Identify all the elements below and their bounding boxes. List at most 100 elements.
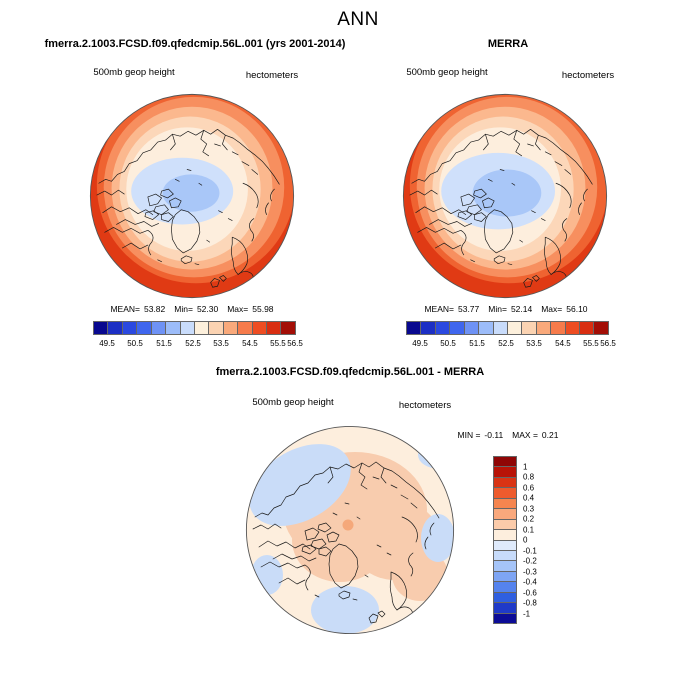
obs-panel-title: MERRA <box>487 38 529 50</box>
season-title: ANN <box>337 9 379 30</box>
max-label: Max= <box>227 304 249 314</box>
max-value: 56.10 <box>566 304 588 314</box>
max-label: Max= <box>541 304 563 314</box>
colorbar-tick-label: 0 <box>523 535 528 545</box>
colorbar-tick-label: -0.3 <box>523 567 537 576</box>
colorbar-tick-label: -1 <box>523 609 531 618</box>
diff-colorbar-ticks: 1 0.8 0.6 0.4 0.3 0.2 0.1 0 -0.1 -0.2 -0.3 -0.4 -0.6… <box>523 456 549 624</box>
colorbar-segment <box>494 519 516 531</box>
colorbar-segment <box>494 571 516 583</box>
model-stats: MEAN= 53.82 Min= 52.30 Max= 55.98 <box>110 304 273 314</box>
colorbar-segment <box>407 322 422 334</box>
colorbar-segment <box>494 477 516 489</box>
max-value: 55.98 <box>252 304 274 314</box>
colorbar-segment <box>494 603 516 614</box>
colorbar-segment <box>209 322 224 334</box>
colorbar-tick-label: 53.5 <box>526 339 542 348</box>
colorbar-segment <box>267 322 282 334</box>
colorbar-segment <box>494 457 516 468</box>
colorbar-tick-label: 51.5 <box>469 339 485 348</box>
colorbar-segment <box>281 322 295 334</box>
colorbar-segment <box>493 322 508 334</box>
colorbar-segment <box>580 322 595 334</box>
colorbar-segment <box>494 498 516 510</box>
diff-stats: MIN = -0.11 MAX = 0.21 <box>458 430 559 440</box>
model-colorbar-ticks: 49.5 50.5 51.5 52.5 53.5 54.5 55.5 56.5 <box>93 339 303 349</box>
model-colorbar <box>93 321 296 335</box>
colorbar-segment <box>494 467 516 478</box>
colorbar-segment <box>166 322 181 334</box>
colorbar-segment <box>151 322 167 334</box>
colorbar-tick-label: -0.6 <box>523 588 537 597</box>
colorbar-tick-label: 0.4 <box>523 493 535 503</box>
diff-panel-title: fmerra.2.1003.FCSD.f09.qfedcmip.56L.001 … <box>215 366 485 378</box>
colorbar-tick-label: 54.5 <box>555 339 571 348</box>
colorbar-segment <box>536 322 552 334</box>
diff-field-label: 500mb geop height <box>252 397 334 408</box>
diff-units-label: hectometers <box>398 400 452 411</box>
mean-label: MEAN= <box>424 304 454 314</box>
colorbar-tick-label: -0.4 <box>523 577 537 587</box>
obs-units-label: hectometers <box>561 70 615 81</box>
mean-label: MEAN= <box>110 304 140 314</box>
colorbar-segment <box>494 488 516 499</box>
colorbar-segment <box>494 550 516 562</box>
min-label: Min= <box>488 304 507 314</box>
colorbar-tick-label: 0.3 <box>523 504 535 513</box>
colorbar-segment <box>494 613 516 623</box>
colorbar-tick-label: 0.2 <box>523 514 535 524</box>
min-value: 52.14 <box>510 304 533 314</box>
colorbar-segment <box>522 322 537 334</box>
colorbar-tick-label: 49.5 <box>412 339 428 348</box>
colorbar-tick-label: 51.5 <box>156 339 172 348</box>
model-units-label: hectometers <box>245 70 299 81</box>
min-value: 52.30 <box>196 304 219 314</box>
colorbar-segment <box>194 322 210 334</box>
colorbar-segment <box>594 322 608 334</box>
colorbar-segment <box>494 530 516 541</box>
colorbar-segment <box>494 540 516 551</box>
model-map <box>89 93 295 299</box>
diff-map <box>245 425 455 635</box>
colorbar-segment <box>494 582 516 593</box>
colorbar-segment <box>223 322 239 334</box>
min-label: Min= <box>174 304 193 314</box>
colorbar-tick-label: 55.5 <box>583 339 599 348</box>
obs-colorbar-ticks: 49.5 50.5 51.5 52.5 53.5 54.5 55.5 56.5 <box>406 339 616 349</box>
min-label: MIN = <box>457 430 481 440</box>
min-value: -0.11 <box>484 430 504 440</box>
obs-colorbar <box>406 321 609 335</box>
colorbar-segment <box>252 322 268 334</box>
colorbar-segment <box>507 322 523 334</box>
colorbar-segment <box>479 322 494 334</box>
colorbar-tick-label: 0.8 <box>523 472 535 482</box>
diff-colorbar <box>493 456 517 624</box>
colorbar-tick-label: 52.5 <box>185 339 201 348</box>
model-field-label: 500mb geop height <box>93 67 175 78</box>
colorbar-segment <box>108 322 123 334</box>
colorbar-segment <box>494 509 516 520</box>
colorbar-tick-label: 53.5 <box>213 339 229 348</box>
colorbar-tick-label: -0.8 <box>523 598 537 608</box>
colorbar-segment <box>464 322 480 334</box>
colorbar-segment <box>494 592 516 604</box>
colorbar-segment <box>450 322 465 334</box>
colorbar-tick-label: 49.5 <box>99 339 115 348</box>
model-panel-title: fmerra.2.1003.FCSD.f09.qfedcmip.56L.001 … <box>44 38 346 50</box>
colorbar-tick-label: 56.5 <box>600 339 616 348</box>
colorbar-tick-label: 50.5 <box>440 339 456 348</box>
obs-map <box>402 93 608 299</box>
colorbar-segment <box>180 322 195 334</box>
colorbar-tick-label: 0.1 <box>523 525 535 534</box>
obs-stats: MEAN= 53.77 Min= 52.14 Max= 56.10 <box>424 304 587 314</box>
colorbar-segment <box>94 322 109 334</box>
colorbar-segment <box>421 322 436 334</box>
colorbar-tick-label: 50.5 <box>127 339 143 348</box>
colorbar-tick-label: 0.6 <box>523 483 535 492</box>
colorbar-tick-label: -0.2 <box>523 556 537 566</box>
colorbar-segment <box>494 561 516 572</box>
obs-field-label: 500mb geop height <box>406 67 488 78</box>
colorbar-segment <box>137 322 152 334</box>
colorbar-tick-label: 1 <box>523 462 528 471</box>
